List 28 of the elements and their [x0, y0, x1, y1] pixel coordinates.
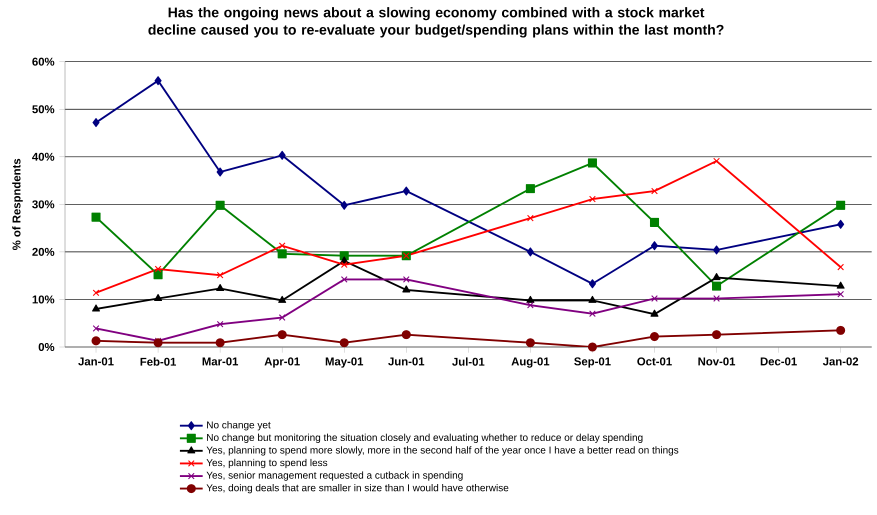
- legend-label: Yes, senior management requested a cutback in spending: [206, 471, 463, 481]
- y-axis-title: % of Respndents: [12, 158, 23, 250]
- y-tick-label: 10%: [32, 295, 54, 304]
- y-tick-label: 60%: [32, 58, 54, 66]
- x-tick-label: Dec-01: [760, 357, 797, 366]
- x-tick-label: Feb-01: [140, 357, 176, 366]
- x-tick-label: Jun-01: [388, 357, 424, 366]
- y-tick-label: 0%: [38, 343, 54, 352]
- x-tick-label: Oct-01: [637, 357, 672, 366]
- legend-label: Yes, doing deals that are smaller in size than I would have otherwise: [206, 484, 508, 494]
- x-tick-label: Mar-01: [202, 357, 238, 366]
- x-tick-label: Nov-01: [698, 357, 736, 366]
- x-tick-label: Jul-01: [452, 357, 484, 366]
- y-tick-label: 20%: [32, 248, 54, 256]
- legend-label: Yes, planning to spend less: [206, 458, 328, 468]
- legend-label: Yes, planning to spend more slowly, more in the second half of the year once I have a better read on things: [206, 446, 678, 456]
- legend-label: No change but monitoring the situation closely and evaluating whether to reduce or delay spending: [207, 434, 642, 443]
- x-tick-label: Jan-01: [78, 357, 114, 366]
- x-tick-label: May-01: [326, 357, 364, 368]
- y-tick-label: 40%: [32, 152, 54, 161]
- x-tick-label: Apr-01: [264, 357, 300, 368]
- y-tick-label: 50%: [32, 105, 54, 114]
- x-tick-label: Sep-01: [574, 357, 611, 368]
- x-tick-label: Jan-02: [822, 357, 858, 366]
- y-tick-label: 30%: [32, 200, 54, 208]
- chart-title: Has the ongoing news about a slowing economy combined with a stock market decline caused you to re-evaluate your budget/spending plans within the last month?: [148, 7, 724, 38]
- legend-label: No change yet: [207, 421, 271, 430]
- x-tick-label: Aug-01: [511, 357, 550, 368]
